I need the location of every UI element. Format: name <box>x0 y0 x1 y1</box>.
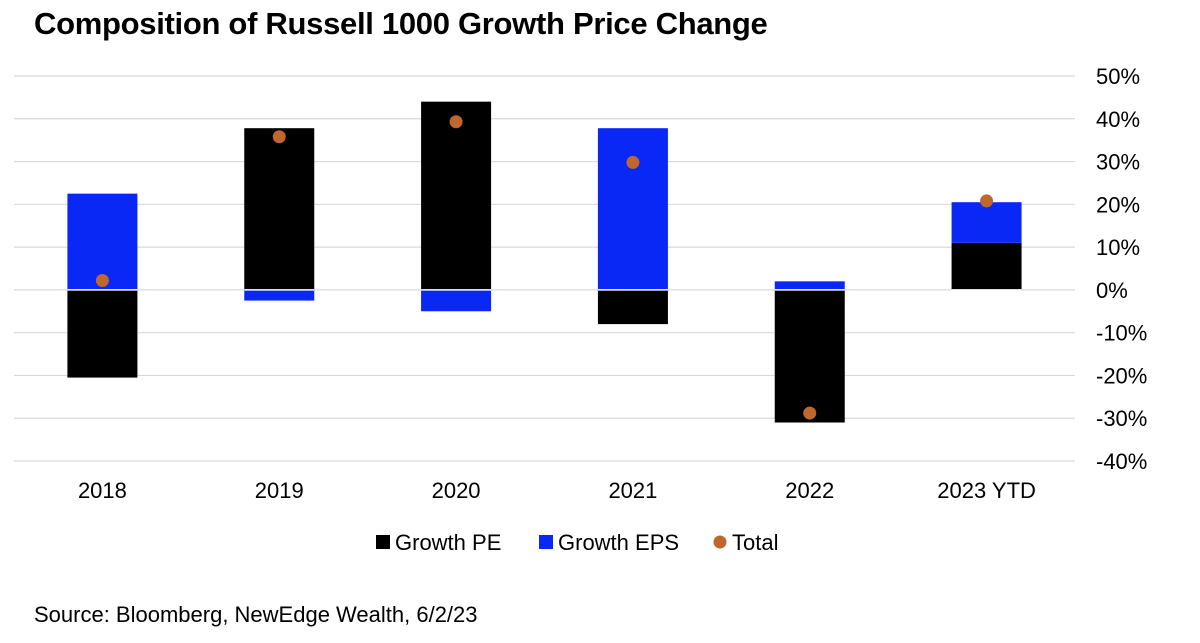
gridlines <box>14 75 1075 462</box>
legend-growth-pe-label: Growth PE <box>395 530 501 555</box>
bar-growth-pe <box>597 289 668 325</box>
legend-growth-eps-swatch <box>539 535 553 549</box>
legend-growth-eps-label: Growth EPS <box>558 530 679 555</box>
y-tick-label: 30% <box>1096 150 1140 175</box>
bar-growth-eps <box>421 289 492 312</box>
x-tick-label: 2023 YTD <box>937 478 1036 503</box>
legend-total-label: Total <box>732 530 778 555</box>
bar-growth-eps <box>597 128 668 290</box>
chart-title: Composition of Russell 1000 Growth Price… <box>34 6 768 41</box>
y-tick-label: -40% <box>1096 449 1147 474</box>
y-tick-label: -10% <box>1096 321 1147 346</box>
y-tick-label: 40% <box>1096 107 1140 132</box>
x-tick-label: 2020 <box>432 478 481 503</box>
total-marker <box>803 406 817 420</box>
bar-growth-eps <box>774 281 845 290</box>
total-markers <box>95 115 994 420</box>
bar-growth-pe <box>774 289 845 423</box>
bar-growth-pe <box>67 289 138 378</box>
y-axis: 50% 40% 30% 20% 10% 0% -10% -20% -30% -40% <box>1096 64 1147 474</box>
y-tick-label: 50% <box>1096 64 1140 89</box>
total-marker <box>449 115 463 129</box>
legend: Growth PE Growth EPS Total <box>376 530 778 555</box>
bar-growth-pe <box>244 128 315 290</box>
bar-growth-eps <box>951 202 1022 243</box>
y-tick-label: -20% <box>1096 363 1147 388</box>
y-tick-label: 0% <box>1096 278 1128 303</box>
total-marker <box>980 194 994 208</box>
legend-total-swatch <box>713 535 727 549</box>
total-marker <box>626 155 640 169</box>
y-tick-label: 20% <box>1096 192 1140 217</box>
y-tick-label: -30% <box>1096 406 1147 431</box>
bar-growth-pe <box>951 242 1022 290</box>
y-tick-label: 10% <box>1096 235 1140 260</box>
x-tick-label: 2018 <box>78 478 127 503</box>
legend-growth-pe-swatch <box>376 535 390 549</box>
x-tick-label: 2022 <box>785 478 834 503</box>
total-marker <box>95 273 109 287</box>
bar-growth-pe <box>421 101 492 290</box>
bars <box>67 101 1022 423</box>
x-axis: 2018 2019 2020 2021 2022 2023 YTD <box>78 478 1036 503</box>
total-marker <box>272 130 286 144</box>
x-tick-label: 2019 <box>255 478 304 503</box>
bar-growth-eps <box>67 193 138 290</box>
x-tick-label: 2021 <box>608 478 657 503</box>
source-note: Source: Bloomberg, NewEdge Wealth, 6/2/2… <box>34 602 478 627</box>
bar-growth-eps <box>244 289 315 301</box>
